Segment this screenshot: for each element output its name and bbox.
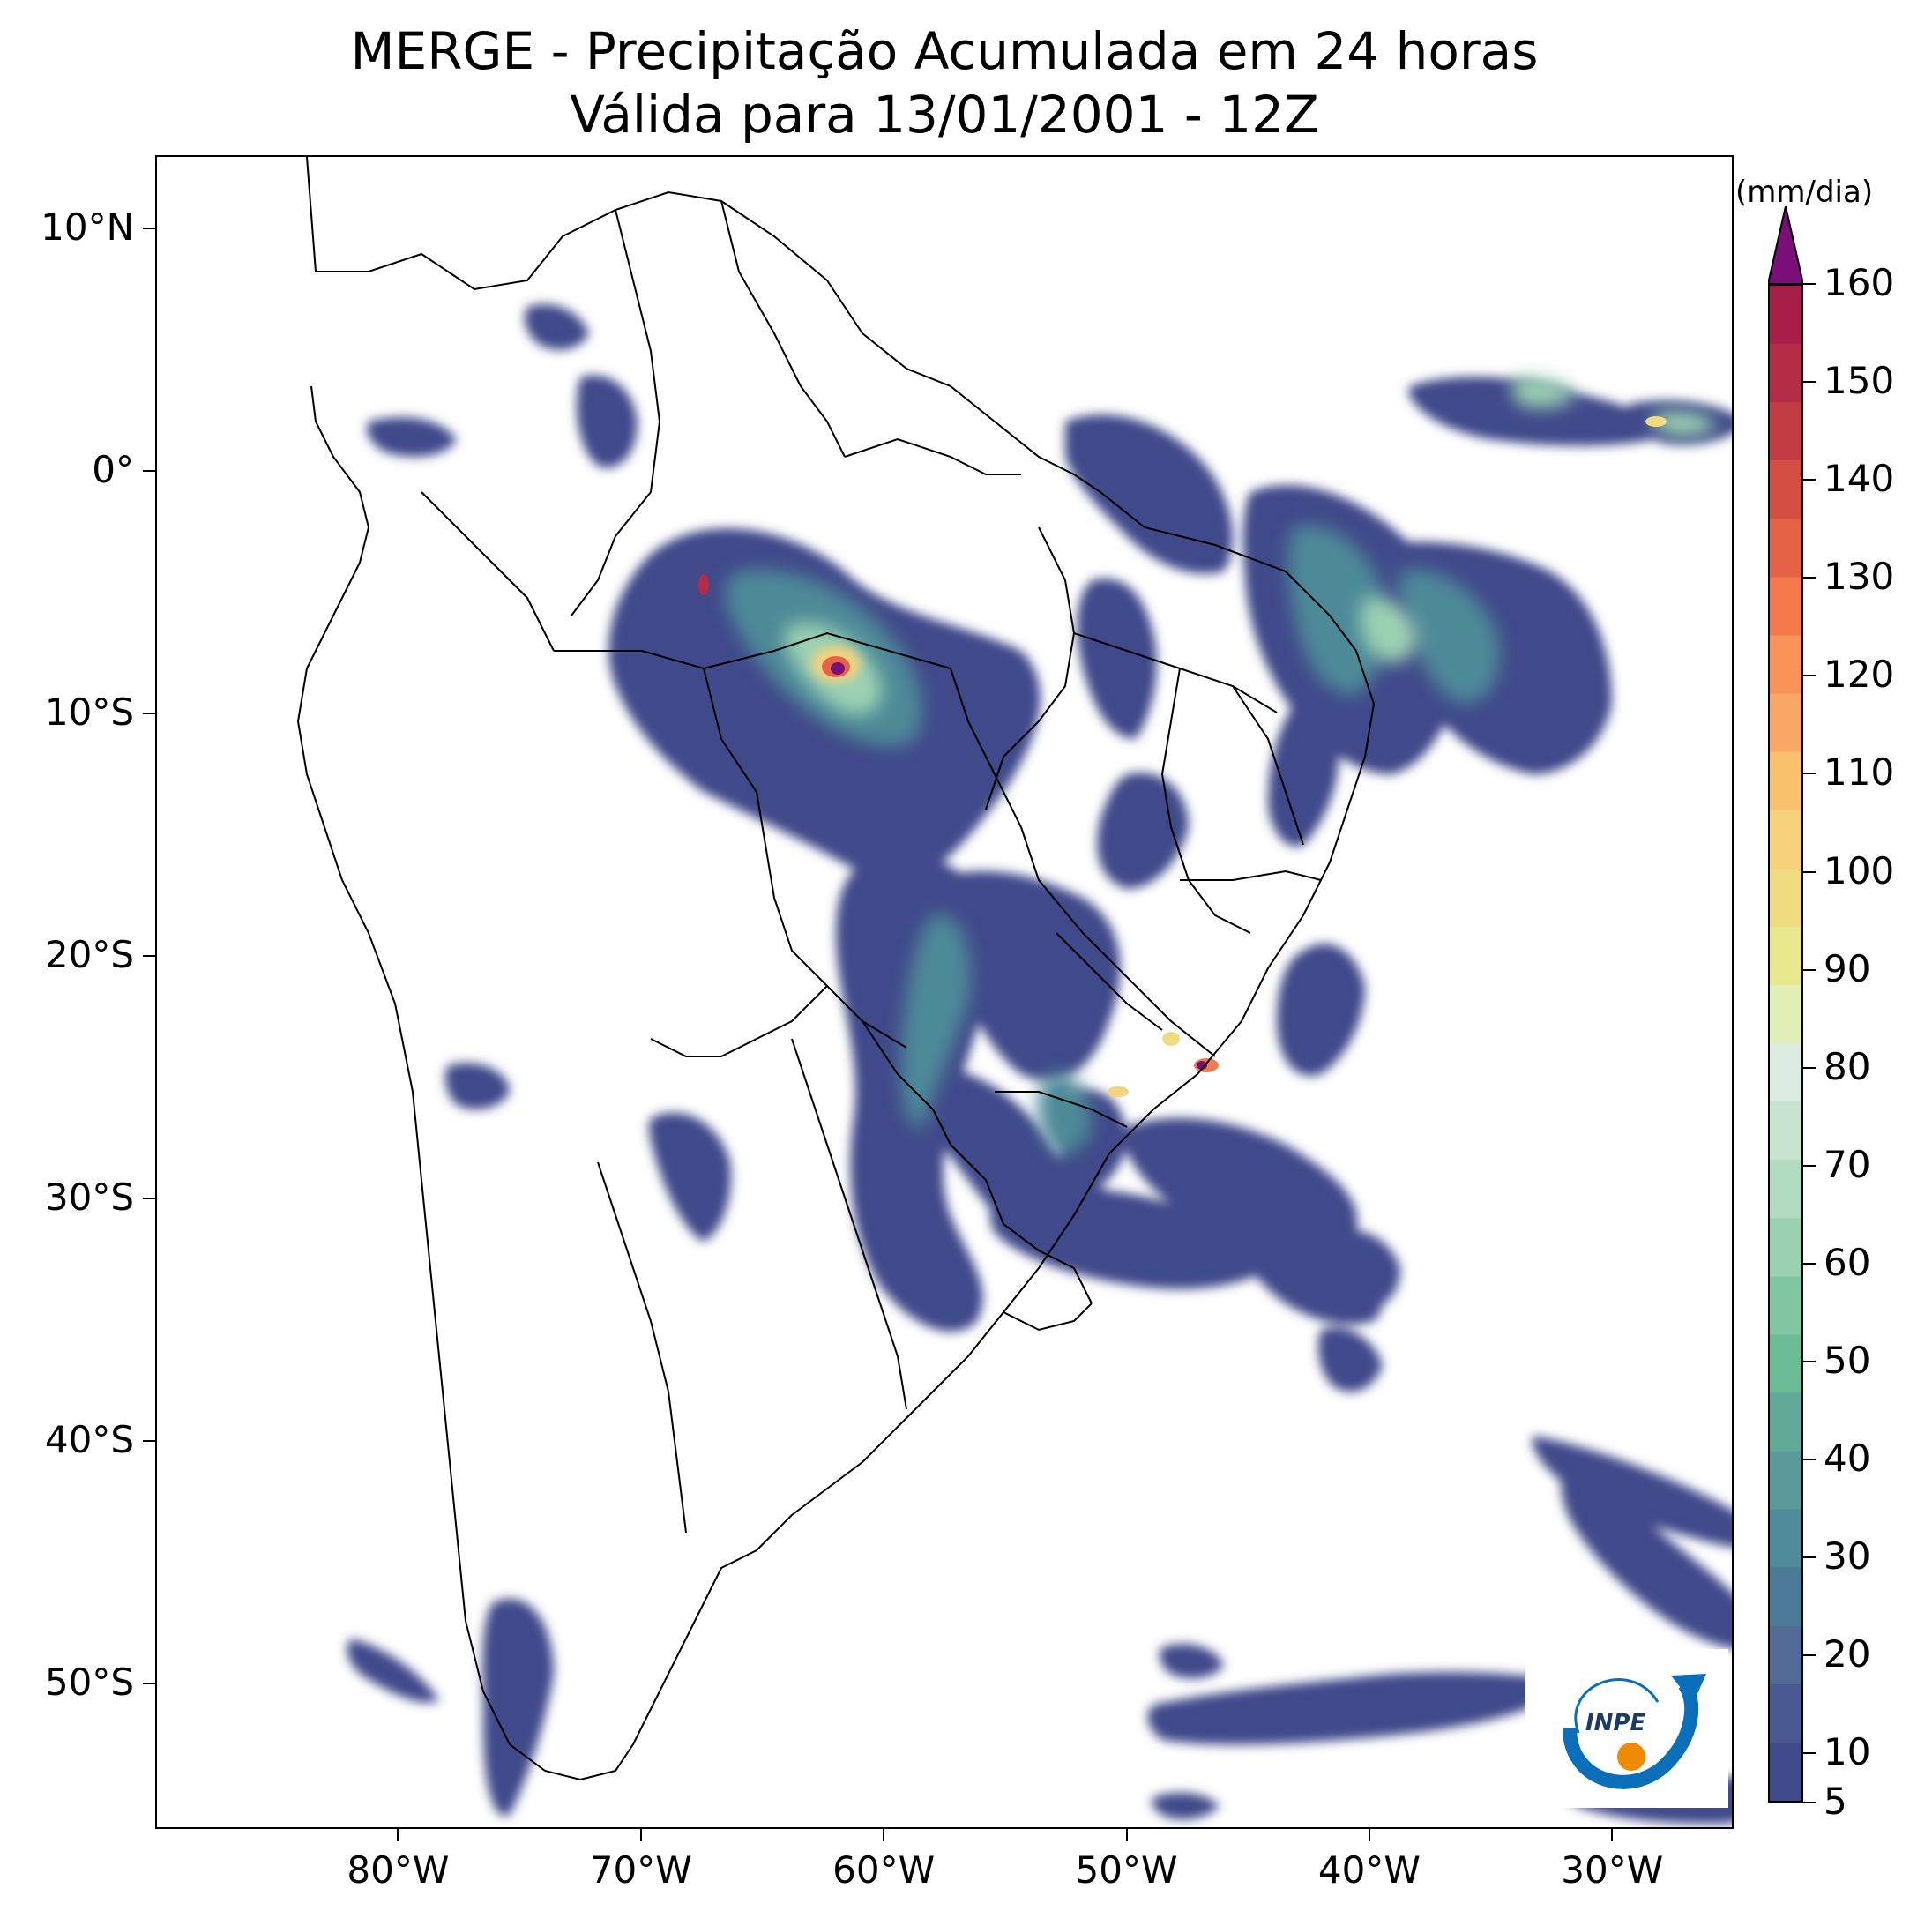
x-tick-mark (1125, 1829, 1128, 1841)
x-tick-label: 60°W (832, 1848, 936, 1892)
colorbar-tick-label: 40 (1824, 1437, 1871, 1481)
colorbar-tick-label: 50 (1824, 1339, 1871, 1383)
y-tick-label: 20°S (44, 932, 134, 976)
x-tick-label: 30°W (1561, 1848, 1664, 1892)
colorbar-tick-mark (1803, 1752, 1816, 1755)
x-tick-mark (883, 1829, 885, 1841)
y-tick-mark (143, 1439, 155, 1442)
colorbar-tick-label: 70 (1824, 1142, 1871, 1186)
map-panel (155, 155, 1734, 1829)
x-tick-label: 40°W (1317, 1848, 1421, 1892)
colorbar-tick-mark (1803, 1361, 1816, 1363)
y-tick-label: 10°N (41, 205, 134, 249)
colorbar-unit: (mm/dia) (1735, 175, 1874, 210)
colorbar-tick-mark (1803, 381, 1816, 384)
y-tick-mark (143, 469, 155, 472)
y-tick-mark (143, 227, 155, 229)
colorbar-tick-mark (1803, 1802, 1816, 1803)
colorbar-tick-mark (1803, 1066, 1816, 1069)
x-tick-mark (1368, 1829, 1370, 1841)
colorbar-tick-label: 120 (1824, 653, 1895, 697)
y-tick-label: 40°S (44, 1417, 134, 1461)
colorbar-tick-label: 140 (1824, 457, 1895, 501)
colorbar-tick-mark (1803, 1262, 1816, 1265)
colorbar-tick-label: 5 (1824, 1780, 1847, 1823)
colorbar (1768, 284, 1803, 1803)
y-tick-mark (143, 954, 155, 957)
y-tick-label: 30°S (44, 1175, 134, 1219)
x-tick-label: 50°W (1075, 1848, 1178, 1892)
colorbar-tick-mark (1803, 577, 1816, 579)
coastlines-borders (296, 157, 1376, 1781)
y-tick-mark (143, 1682, 155, 1684)
colorbar-tick-mark (1803, 773, 1816, 775)
colorbar-tick-label: 130 (1824, 555, 1895, 599)
x-tick-label: 70°W (589, 1848, 692, 1892)
colorbar-tick-label: 30 (1824, 1534, 1871, 1579)
colorbar-tick-mark (1803, 1459, 1816, 1461)
colorbar-tick-mark (1803, 968, 1816, 971)
y-tick-label: 50°S (44, 1660, 134, 1704)
colorbar-tick-label: 10 (1824, 1730, 1871, 1774)
x-tick-mark (1611, 1829, 1614, 1841)
precip-cores (698, 416, 1667, 1097)
x-tick-label: 80°W (347, 1848, 450, 1892)
precip-layer-low (367, 303, 1732, 1825)
y-tick-label: 10°S (44, 690, 134, 734)
x-tick-mark (639, 1829, 642, 1841)
colorbar-tick-mark (1803, 479, 1816, 481)
colorbar-tick-label: 100 (1824, 848, 1895, 892)
colorbar-tick-label: 150 (1824, 359, 1895, 403)
map-title-line1: MERGE - Precipitação Acumulada em 24 hor… (350, 21, 1539, 81)
colorbar-tick-mark (1803, 675, 1816, 677)
colorbar-tick-label: 80 (1824, 1044, 1871, 1088)
colorbar-tick-mark (1803, 1164, 1816, 1167)
precip-southern-bands (347, 1598, 1568, 1817)
colorbar-tick-mark (1803, 870, 1816, 873)
colorbar-extend-arrow (1768, 206, 1803, 284)
y-tick-mark (143, 712, 155, 714)
colorbar-tick-label: 160 (1824, 261, 1895, 304)
colorbar-tick-label: 90 (1824, 946, 1871, 990)
logo-text: INPE (1585, 1710, 1645, 1736)
y-tick-label: 0° (92, 447, 134, 491)
y-tick-mark (143, 1197, 155, 1199)
map-title-line2: Válida para 13/01/2001 - 12Z (570, 85, 1319, 145)
precipitation-map (296, 157, 1732, 1825)
colorbar-tick-mark (1803, 1654, 1816, 1657)
colorbar-tick-label: 20 (1824, 1632, 1871, 1676)
colorbar-tick-mark (1803, 283, 1816, 285)
colorbar-tick-label: 60 (1824, 1240, 1871, 1284)
colorbar-tick-label: 110 (1824, 750, 1895, 795)
x-tick-mark (397, 1829, 399, 1841)
inpe-logo: INPE (1525, 1649, 1728, 1808)
colorbar-tick-mark (1803, 1556, 1816, 1559)
